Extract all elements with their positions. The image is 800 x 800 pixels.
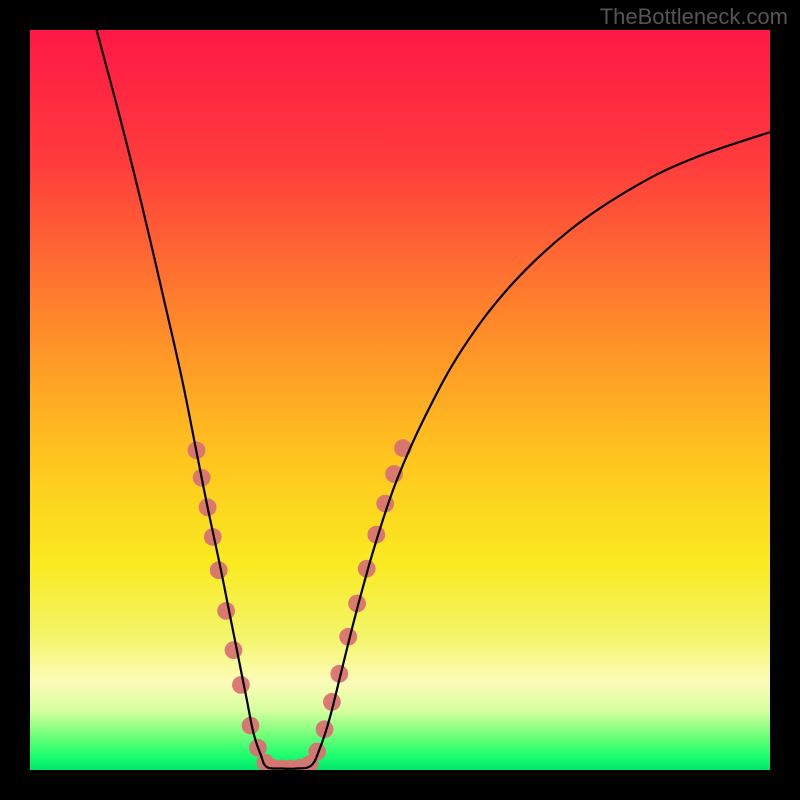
data-marker bbox=[217, 602, 235, 620]
frame-border-bottom bbox=[0, 770, 800, 800]
data-marker bbox=[232, 676, 250, 694]
chart-canvas: TheBottleneck.com bbox=[0, 0, 800, 800]
data-marker bbox=[225, 641, 243, 659]
frame-border-left bbox=[0, 0, 30, 800]
watermark-text: TheBottleneck.com bbox=[600, 4, 788, 30]
chart-svg-layer bbox=[30, 30, 770, 770]
bottleneck-curve bbox=[97, 30, 770, 769]
frame-border-right bbox=[770, 0, 800, 800]
